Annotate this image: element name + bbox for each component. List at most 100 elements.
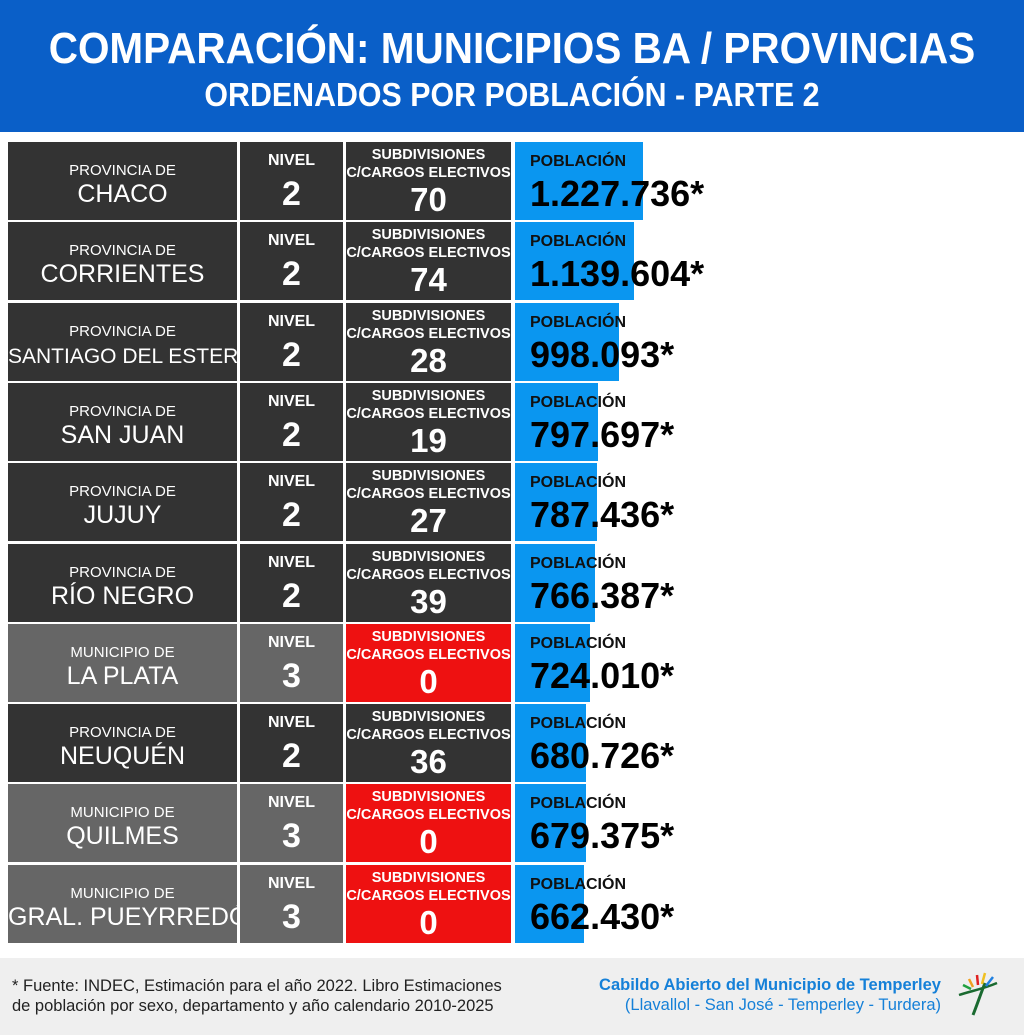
population-bar — [515, 865, 584, 943]
subdivisions-label: SUBDIVISIONES C/CARGOS ELECTIVOS — [346, 307, 511, 343]
level-label: NIVEL — [267, 714, 316, 731]
level-label: NIVEL — [267, 634, 316, 651]
jurisdiction-name: CORRIENTES — [40, 260, 205, 288]
population-value: 787.436* — [530, 494, 675, 535]
subdivisions-label-line-1: SUBDIVISIONES — [371, 629, 486, 645]
level-value: 3 — [282, 817, 301, 855]
population-value: 679.375* — [530, 815, 675, 856]
jurisdiction-cell: MUNICIPIO DE GRAL. PUEYRREDÓN — [8, 865, 266, 943]
level-label: NIVEL — [267, 554, 316, 571]
organization-places: (Llavallol - San José - Temperley - Turd… — [624, 996, 941, 1014]
population-cell: POBLACIÓN 1.139.604* — [515, 222, 1015, 300]
subdivisions-label: SUBDIVISIONES C/CARGOS ELECTIVOS — [346, 387, 511, 423]
population-label: POBLACIÓN — [530, 876, 626, 893]
subdivisions-value: 27 — [410, 502, 447, 539]
level-cell: NIVEL 2 — [240, 704, 343, 782]
level-label: NIVEL — [267, 152, 316, 169]
population-label: POBLACIÓN — [530, 555, 626, 572]
level-cell: NIVEL 2 — [240, 383, 343, 461]
jurisdiction-name: CHACO — [77, 180, 168, 208]
level-label: NIVEL — [267, 794, 316, 811]
subdivisions-label-line-1: SUBDIVISIONES — [371, 789, 486, 805]
population-label: POBLACIÓN — [530, 635, 626, 652]
population-value: 766.387* — [530, 575, 675, 616]
jurisdiction-cell: MUNICIPIO DE LA PLATA — [8, 624, 237, 702]
level-cell: NIVEL 3 — [240, 865, 343, 943]
population-label: POBLACIÓN — [530, 153, 626, 170]
subdivisions-value: 0 — [419, 904, 438, 941]
jurisdiction-kind: PROVINCIA DE — [69, 564, 176, 581]
level-value: 2 — [282, 737, 301, 775]
population-cell: POBLACIÓN 679.375* — [515, 784, 1015, 862]
level-value: 3 — [282, 898, 301, 936]
population-cell: POBLACIÓN 998.093* — [515, 303, 1015, 381]
subdivisions-value: 74 — [410, 261, 447, 298]
population-bar — [515, 544, 595, 622]
jurisdiction-cell: PROVINCIA DE CHACO — [8, 142, 237, 220]
subdivisions-cell: SUBDIVISIONES C/CARGOS ELECTIVOS 74 — [346, 222, 511, 300]
level-cell: NIVEL 2 — [240, 222, 343, 300]
source-line-2: de población por sexo, departamento y añ… — [12, 997, 494, 1015]
subdivisions-label: SUBDIVISIONES C/CARGOS ELECTIVOS — [346, 226, 511, 262]
subdivisions-value: 70 — [410, 181, 447, 218]
jurisdiction-kind: MUNICIPIO DE — [70, 885, 175, 902]
jurisdiction-name: JUJUY — [83, 501, 162, 529]
subdivisions-value: 36 — [410, 743, 447, 780]
jurisdiction-kind: PROVINCIA DE — [69, 483, 176, 500]
subdivisions-label-line-2: C/CARGOS ELECTIVOS — [346, 406, 511, 422]
subdivisions-value: 0 — [419, 663, 438, 700]
population-value: 1.139.604* — [530, 253, 705, 294]
jurisdiction-cell: PROVINCIA DE SAN JUAN — [8, 383, 237, 461]
subdivisions-cell: SUBDIVISIONES C/CARGOS ELECTIVOS 19 — [346, 383, 511, 461]
table-row: PROVINCIA DE RÍO NEGRO NIVEL 2 SUBDIVISIONES… — [8, 544, 1018, 622]
level-cell: NIVEL 3 — [240, 784, 343, 862]
population-bar — [515, 383, 598, 461]
level-value: 2 — [282, 416, 301, 454]
population-cell: POBLACIÓN 1.227.736* — [515, 142, 1015, 220]
subdivisions-label-line-2: C/CARGOS ELECTIVOS — [346, 647, 511, 663]
subdivisions-label-line-2: C/CARGOS ELECTIVOS — [346, 567, 511, 583]
population-value: 797.697* — [530, 414, 675, 455]
cabildo-logo-icon — [958, 972, 998, 1016]
subdivisions-cell: SUBDIVISIONES C/CARGOS ELECTIVOS 0 — [346, 865, 511, 943]
jurisdiction-cell: PROVINCIA DE RÍO NEGRO — [8, 544, 237, 622]
level-label: NIVEL — [267, 232, 316, 249]
level-label: NIVEL — [267, 313, 316, 330]
level-cell: NIVEL 3 — [240, 624, 343, 702]
table-row: PROVINCIA DE CHACO NIVEL 2 SUBDIVISIONES C/CA… — [8, 142, 1018, 220]
subdivisions-cell: SUBDIVISIONES C/CARGOS ELECTIVOS 27 — [346, 463, 511, 541]
level-value: 2 — [282, 255, 301, 293]
jurisdiction-kind: MUNICIPIO DE — [70, 804, 175, 821]
subdivisions-cell: SUBDIVISIONES C/CARGOS ELECTIVOS 28 — [346, 303, 511, 381]
jurisdiction-cell: PROVINCIA DE CORRIENTES — [8, 222, 237, 300]
subdivisions-cell: SUBDIVISIONES C/CARGOS ELECTIVOS 0 — [346, 784, 511, 862]
population-bar — [515, 704, 586, 782]
population-label: POBLACIÓN — [530, 474, 626, 491]
jurisdiction-kind: MUNICIPIO DE — [70, 644, 175, 661]
jurisdiction-cell: PROVINCIA DE NEUQUÉN — [8, 704, 237, 782]
population-value: 662.430* — [530, 896, 675, 937]
subdivisions-label-line-1: SUBDIVISIONES — [371, 549, 486, 565]
table-row: PROVINCIA DE JUJUY NIVEL 2 SUBDIVISIONES C/CA… — [8, 463, 1018, 541]
population-label: POBLACIÓN — [530, 795, 626, 812]
jurisdiction-kind: PROVINCIA DE — [69, 323, 176, 340]
subdivisions-value: 19 — [410, 422, 447, 459]
subdivisions-label: SUBDIVISIONES C/CARGOS ELECTIVOS — [346, 628, 511, 664]
subdivisions-label: SUBDIVISIONES C/CARGOS ELECTIVOS — [346, 869, 511, 905]
population-value: 998.093* — [530, 334, 675, 375]
jurisdiction-kind: PROVINCIA DE — [69, 162, 176, 179]
jurisdiction-name: QUILMES — [66, 822, 179, 850]
level-cell: NIVEL 2 — [240, 142, 343, 220]
level-value: 2 — [282, 336, 301, 374]
page-title: COMPARACIÓN: MUNICIPIOS BA / PROVINCIAS — [48, 24, 976, 73]
jurisdiction-name: SAN JUAN — [60, 421, 185, 449]
population-value: 680.726* — [530, 735, 675, 776]
population-cell: POBLACIÓN 724.010* — [515, 624, 1015, 702]
population-label: POBLACIÓN — [530, 233, 626, 250]
population-bar — [515, 624, 590, 702]
jurisdiction-cell: MUNICIPIO DE QUILMES — [8, 784, 237, 862]
footer: * Fuente: INDEC, Estimación para el año … — [0, 958, 1024, 1035]
population-bar — [515, 784, 586, 862]
population-label: POBLACIÓN — [530, 314, 626, 331]
table-row: PROVINCIA DE SAN JUAN NIVEL 2 SUBDIVISIONES C… — [8, 383, 1018, 461]
